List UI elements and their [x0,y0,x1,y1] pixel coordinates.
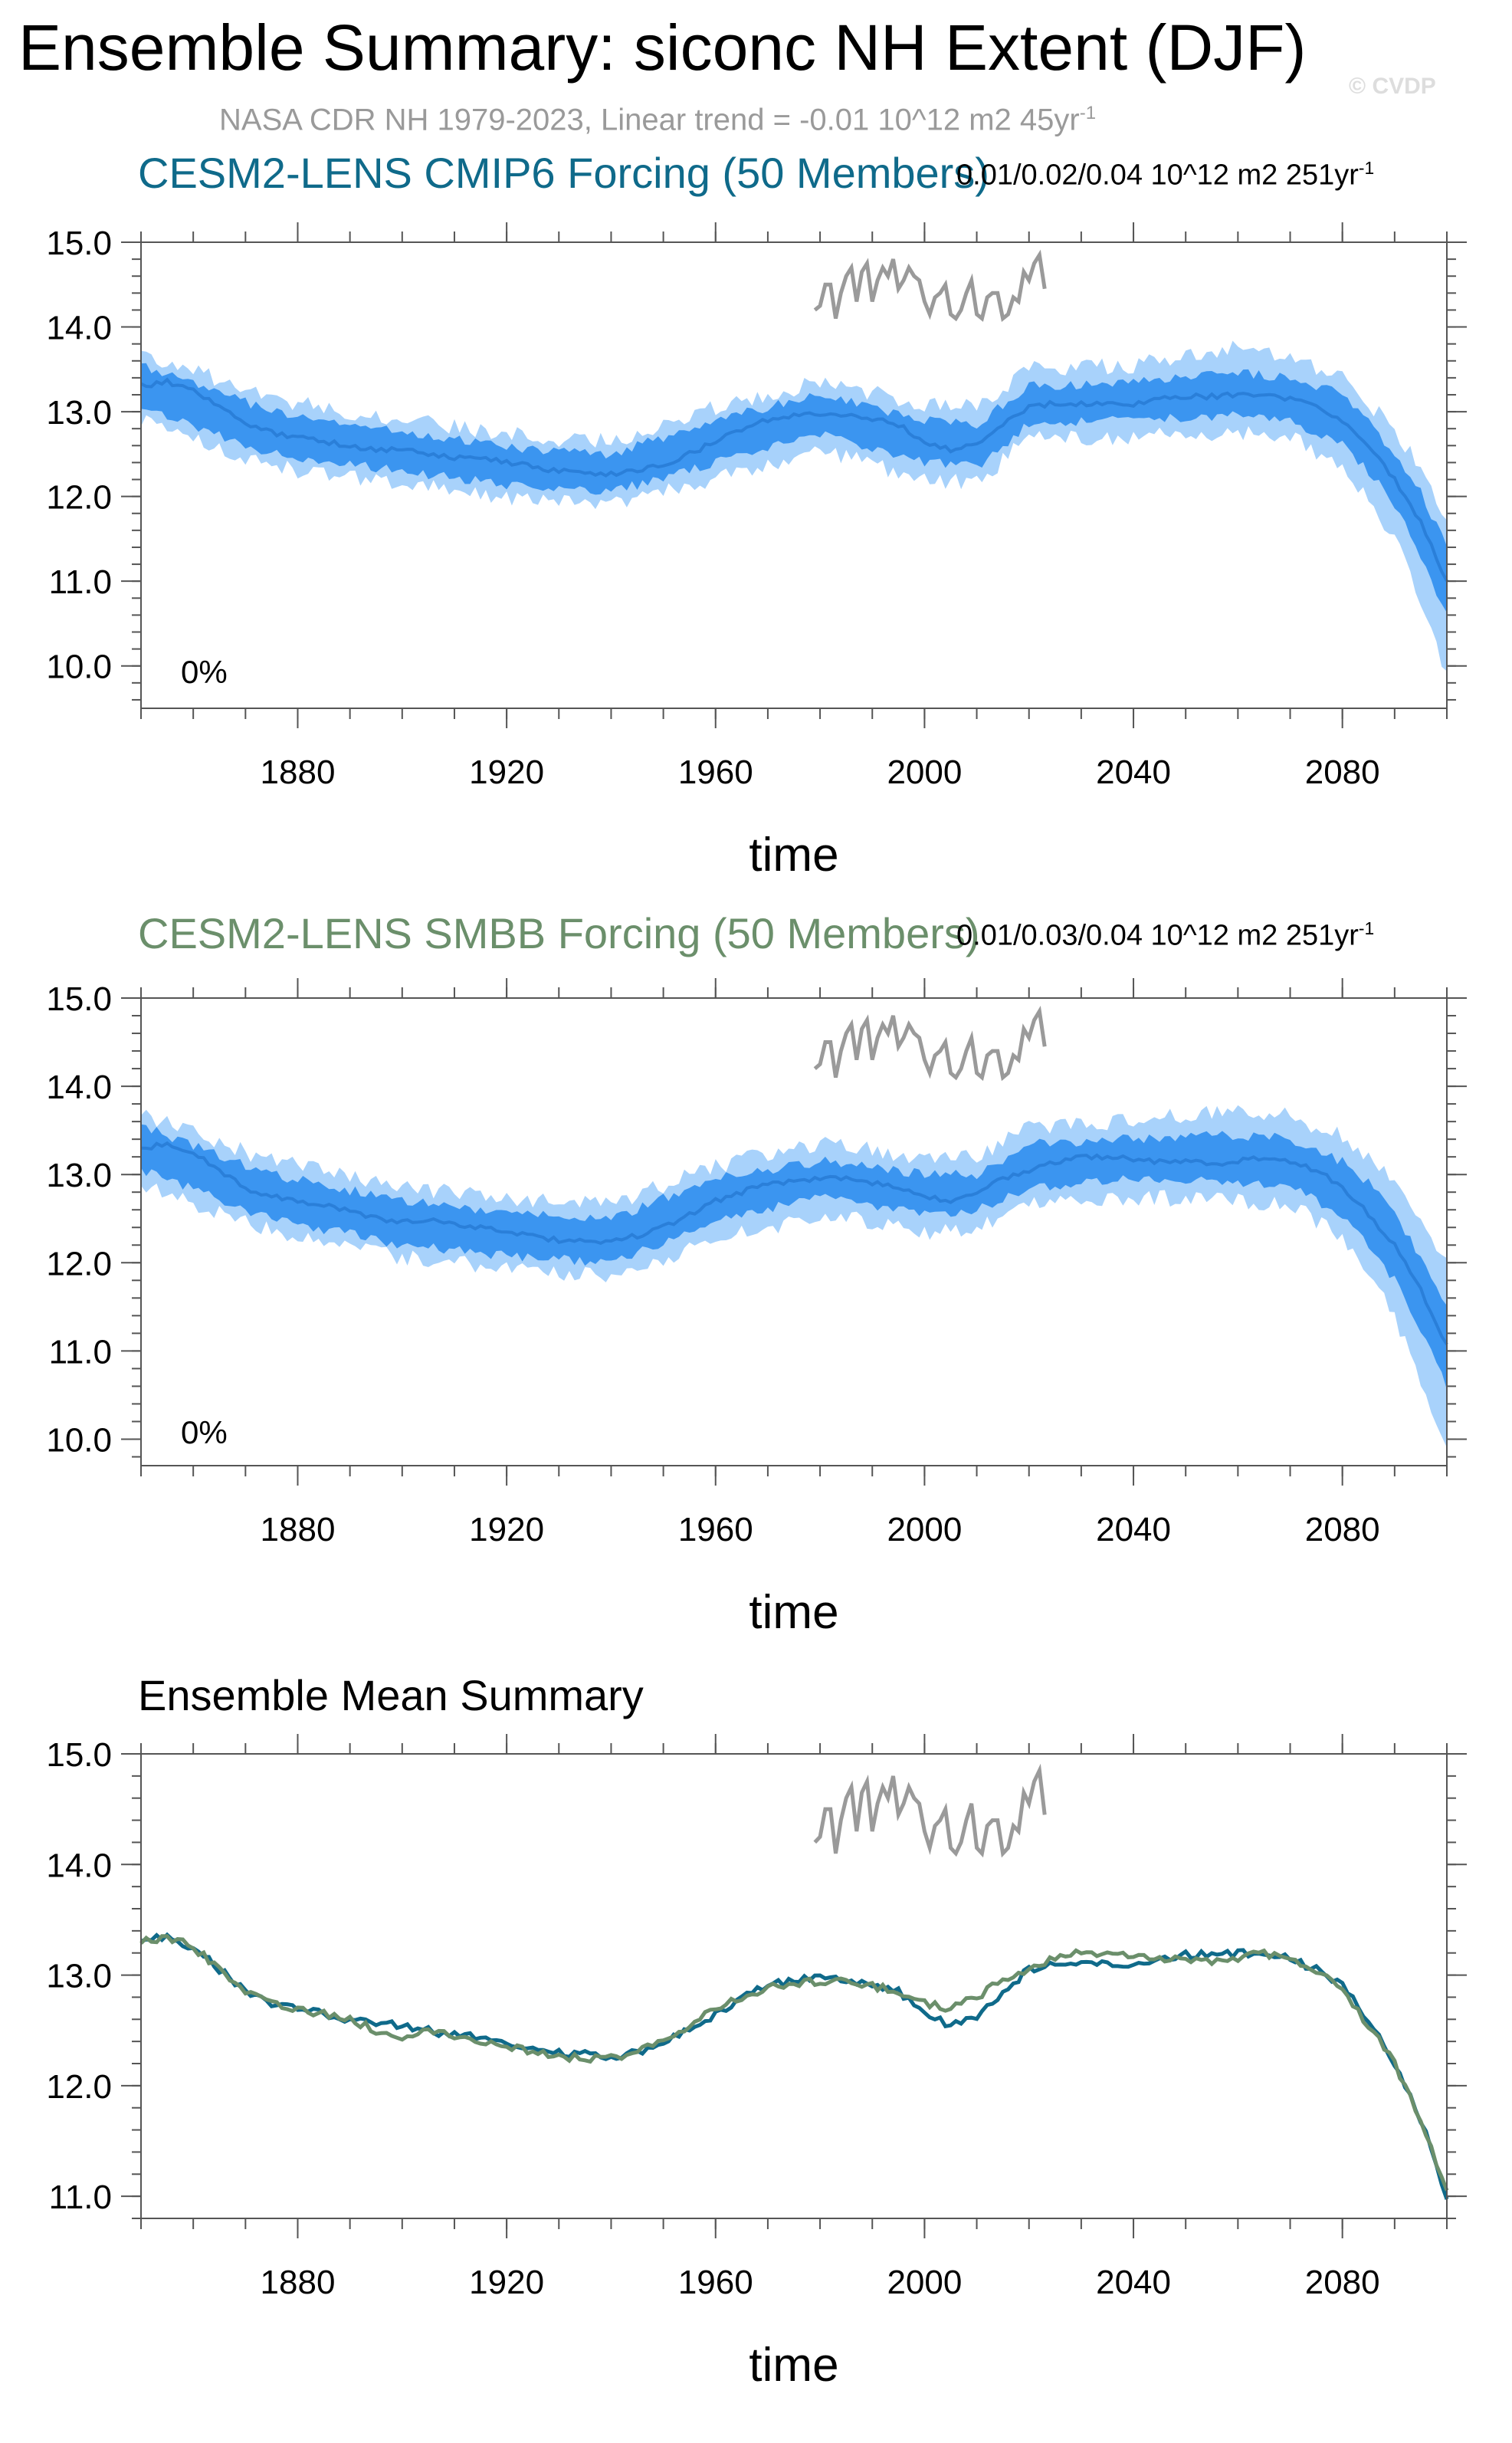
x-tick-label: 2040 [1096,1511,1171,1548]
ensemble-mean-line [140,1141,1448,1345]
panel-1-trend-text: 0.01/0.02/0.04 10^12 m2 251yr [956,159,1359,192]
series-line-1 [140,1932,1449,2200]
panel-1-percent-label: 0% [181,654,228,690]
obs-subtitle-exponent: -1 [1079,103,1097,123]
x-tick-label: 1880 [261,754,336,791]
x-tick-label: 1920 [469,1511,544,1548]
x-tick-label: 2080 [1305,754,1380,791]
x-tick-label: 1920 [469,754,544,791]
x-tick-label: 1920 [469,2264,544,2301]
y-tick-label: 11.0 [49,1333,112,1371]
y-tick-label: 15.0 [46,225,112,262]
y-tick-label: 13.0 [46,1958,112,1995]
plot-frame [140,1753,1448,2219]
x-tick-label: 2040 [1096,754,1171,791]
main-title: Ensemble Summary: siconc NH Extent (DJF) [18,11,1307,84]
panel-2-trend-exponent: -1 [1358,918,1375,938]
x-tick-label: 1960 [678,754,753,791]
series-line-2 [139,1934,1449,2192]
x-axis-title: time [749,829,838,882]
x-tick-label: 2080 [1305,2264,1380,2301]
x-tick-label: 2040 [1096,2264,1171,2301]
y-tick-label: 11.0 [49,563,112,601]
y-tick-label: 15.0 [46,980,112,1018]
x-tick-label: 1960 [678,2264,753,2301]
x-axis-title: time [749,1586,838,1639]
observations-line [813,1763,1047,1858]
x-tick-label: 1960 [678,1511,753,1548]
y-tick-label: 11.0 [49,2179,112,2216]
x-tick-label: 2000 [887,1511,962,1548]
y-tick-label: 14.0 [46,1847,112,1884]
y-tick-label: 13.0 [46,1157,112,1194]
panel-1-title: CESM2-LENS CMIP6 Forcing (50 Members) [138,149,989,197]
panel-2-trend-label: 0.01/0.03/0.04 10^12 m2 251yr-1 [956,920,1374,951]
x-tick-label: 2080 [1305,1511,1380,1548]
inner-spread-band [141,1124,1447,1390]
x-tick-label: 2000 [887,2264,962,2301]
panel-2-title: CESM2-LENS SMBB Forcing (50 Members) [138,909,980,957]
y-tick-label: 13.0 [46,394,112,432]
chart-panel-3: 1880 1920 1960 2000 2040 2080 11.0 12.0 13.0 14.0… [46,1734,1467,2392]
x-tick-label: 1880 [261,1511,336,1548]
ensemble-mean-line [140,377,1448,582]
x-tick-label: 2000 [887,754,962,791]
panel-2-percent-label: 0% [181,1414,228,1450]
obs-subtitle-text: NASA CDR NH 1979-2023, Linear trend = -0… [219,103,1080,137]
y-tick-label: 10.0 [46,649,112,686]
panel-1-trend-label: 0.01/0.02/0.04 10^12 m2 251yr-1 [956,159,1374,190]
y-tick-label: 14.0 [46,310,112,347]
chart-panel-1: 1880 1920 1960 2000 2040 2080 10.0 11.0 12.0 13.0… [46,222,1467,882]
x-axis-title: time [749,2339,838,2392]
obs-subtitle: NASA CDR NH 1979-2023, Linear trend = -0… [219,103,1096,137]
y-tick-label: 12.0 [46,1245,112,1282]
y-tick-label: 14.0 [46,1069,112,1106]
y-tick-label: 12.0 [46,2068,112,2106]
plot-frame [140,997,1448,1466]
plot-frame [140,241,1448,709]
y-tick-label: 12.0 [46,479,112,517]
observations-line [813,249,1047,322]
copyright-label: © CVDP [1349,74,1436,99]
panel-1-trend-exponent: -1 [1358,158,1375,178]
outer-spread-band [141,340,1447,671]
chart-panel-2: 1880 1920 1960 2000 2040 2080 10.0 11.0 12.0 13.0… [46,978,1467,1639]
y-tick-label: 15.0 [46,1736,112,1774]
panel-2-trend-text: 0.01/0.03/0.04 10^12 m2 251yr [956,919,1359,952]
y-tick-label: 10.0 [46,1421,112,1459]
outer-spread-band [141,1105,1447,1448]
panel-3-title: Ensemble Mean Summary [138,1671,644,1719]
observations-line [813,1006,1047,1082]
x-tick-label: 1880 [261,2264,336,2301]
